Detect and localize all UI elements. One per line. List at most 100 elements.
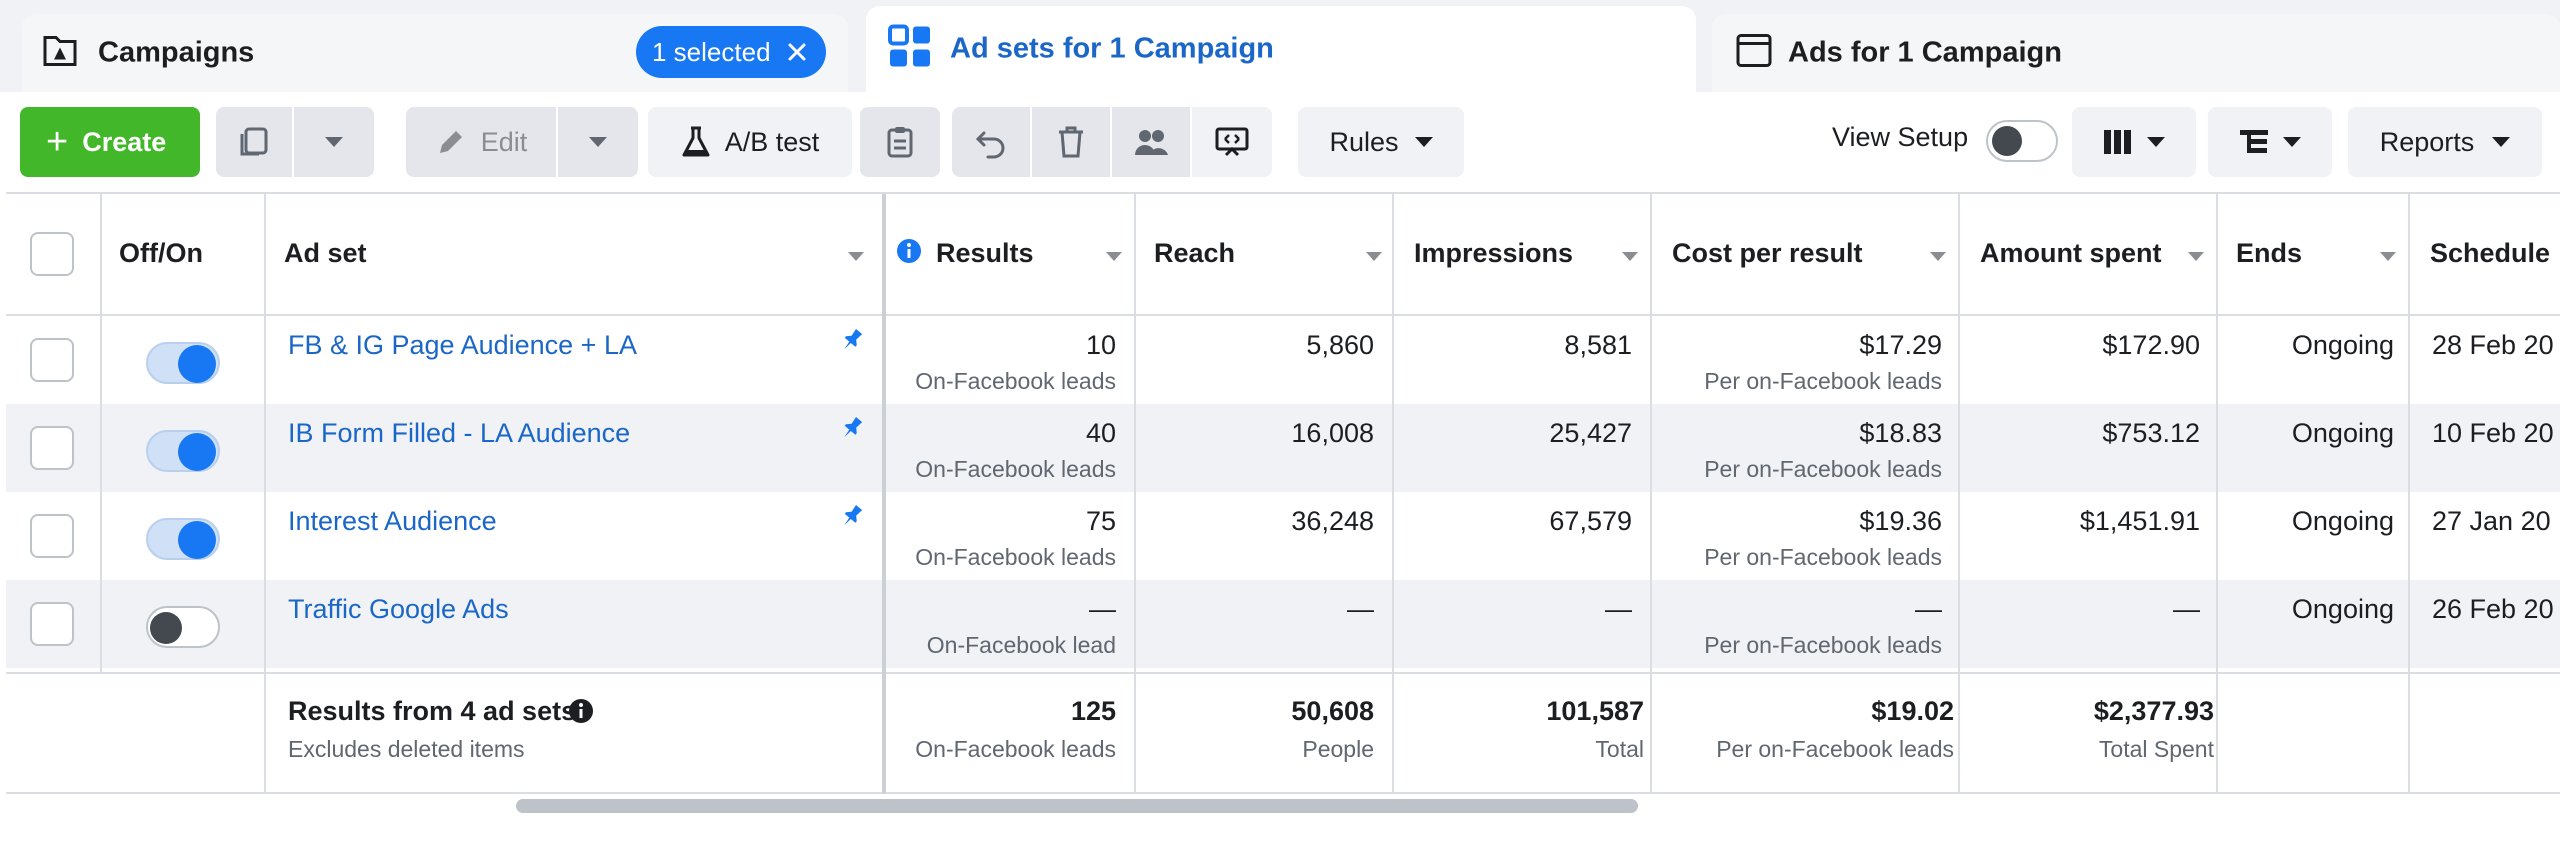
row-checkbox[interactable] xyxy=(30,602,74,646)
summary-impressions-sub: Total xyxy=(1595,736,1644,762)
cost-subtext: Per on-Facebook leads xyxy=(1704,544,1942,570)
adset-toggle[interactable] xyxy=(146,606,220,648)
duplicate-button[interactable] xyxy=(216,107,292,177)
tab-adsets-label: Ad sets for 1 Campaign xyxy=(950,32,1274,65)
schedule-value: 10 Feb 20 xyxy=(2432,418,2554,448)
col-spent-header[interactable]: Amount spent xyxy=(1980,238,2162,268)
adset-toggle[interactable] xyxy=(146,518,220,560)
results-value: — xyxy=(1089,594,1116,624)
clear-selection-icon[interactable] xyxy=(784,39,810,65)
breakdown-button[interactable] xyxy=(2208,107,2332,177)
col-impressions-header[interactable]: Impressions xyxy=(1414,238,1574,268)
undo-button[interactable] xyxy=(952,107,1030,177)
create-button[interactable]: + Create xyxy=(20,107,200,177)
spent-value: $172.90 xyxy=(2102,330,2200,360)
cost-value: $19.36 xyxy=(1859,506,1942,536)
impressions-value: 25,427 xyxy=(1549,418,1632,448)
columns-icon xyxy=(2104,130,2131,154)
pin-icon[interactable] xyxy=(838,502,866,530)
chevron-down-icon xyxy=(2492,137,2511,147)
row-checkbox[interactable] xyxy=(30,514,74,558)
adset-link[interactable]: FB & IG Page Audience + LA xyxy=(288,330,637,360)
selected-count-label: 1 selected xyxy=(652,36,771,67)
col-results-header[interactable]: Results xyxy=(936,238,1034,268)
table-row[interactable]: Interest Audience 75 On-Facebook leads 3… xyxy=(6,492,2560,580)
folder-icon xyxy=(42,34,78,73)
ab-test-button[interactable]: A/B test xyxy=(648,107,852,177)
tab-adsets[interactable]: Ad sets for 1 Campaign xyxy=(866,6,1696,92)
ad-window-icon xyxy=(1736,34,1772,73)
summary-subtitle: Excludes deleted items xyxy=(288,736,525,762)
results-subtext: On-Facebook leads xyxy=(915,544,1116,570)
info-icon[interactable] xyxy=(896,238,922,264)
selected-count-pill[interactable]: 1 selected xyxy=(636,26,826,78)
col-reach-header[interactable]: Reach xyxy=(1154,238,1236,268)
summary-results-sub: On-Facebook leads xyxy=(915,736,1116,762)
sort-icon[interactable] xyxy=(1366,252,1382,261)
cost-subtext: Per on-Facebook leads xyxy=(1704,368,1942,394)
edit-menu-button[interactable] xyxy=(558,107,638,177)
schedule-value: 27 Jan 20 xyxy=(2432,506,2551,536)
impressions-value: 67,579 xyxy=(1549,506,1632,536)
sort-icon[interactable] xyxy=(2380,252,2396,261)
preview-button[interactable] xyxy=(1192,107,1272,177)
sort-icon[interactable] xyxy=(2188,252,2204,261)
ends-value: Ongoing xyxy=(2291,418,2394,448)
duplicate-icon xyxy=(240,127,268,156)
view-setup-label: View Setup xyxy=(1832,122,1969,152)
frozen-column-divider[interactable] xyxy=(882,194,886,794)
pin-icon[interactable] xyxy=(838,326,866,354)
col-ends-header[interactable]: Ends xyxy=(2236,238,2303,268)
sort-icon[interactable] xyxy=(1930,252,1946,261)
select-all-checkbox[interactable] xyxy=(30,232,74,276)
col-adset-header[interactable]: Ad set xyxy=(284,238,367,268)
grid-icon xyxy=(888,24,932,74)
table-header: Off/On Ad set Results Reach Impressions … xyxy=(6,194,2560,316)
impressions-value: — xyxy=(1605,594,1632,624)
summary-title: Results from 4 ad sets xyxy=(288,696,577,726)
sort-icon[interactable] xyxy=(1106,252,1122,261)
pin-icon[interactable] xyxy=(838,414,866,442)
adset-link[interactable]: IB Form Filled - LA Audience xyxy=(288,418,631,448)
delete-button[interactable] xyxy=(1032,107,1110,177)
tab-ads-label: Ads for 1 Campaign xyxy=(1788,36,2062,69)
view-setup-toggle[interactable] xyxy=(1986,120,2058,162)
rules-label: Rules xyxy=(1329,126,1399,157)
reports-button[interactable]: Reports xyxy=(2348,107,2542,177)
duplicate-menu-button[interactable] xyxy=(294,107,374,177)
sort-icon[interactable] xyxy=(848,252,864,261)
adset-toggle[interactable] xyxy=(146,342,220,384)
edit-button[interactable]: Edit xyxy=(406,107,556,177)
adset-link[interactable]: Interest Audience xyxy=(288,506,497,536)
results-value: 40 xyxy=(1085,418,1116,448)
clipboard-button[interactable] xyxy=(860,107,940,177)
tab-ads[interactable]: Ads for 1 Campaign xyxy=(1712,14,2560,92)
horizontal-scrollbar[interactable] xyxy=(516,799,1638,813)
adset-link[interactable]: Traffic Google Ads xyxy=(288,594,509,624)
results-subtext: On-Facebook lead xyxy=(926,632,1116,658)
rules-button[interactable]: Rules xyxy=(1298,107,1464,177)
results-subtext: On-Facebook leads xyxy=(915,456,1116,482)
row-checkbox[interactable] xyxy=(30,338,74,382)
reach-value: 36,248 xyxy=(1291,506,1374,536)
row-checkbox[interactable] xyxy=(30,426,74,470)
sort-icon[interactable] xyxy=(1622,252,1638,261)
adset-toggle[interactable] xyxy=(146,430,220,472)
toggle-knob xyxy=(178,345,216,383)
col-schedule-header[interactable]: Schedule xyxy=(2430,238,2551,268)
audience-button[interactable] xyxy=(1112,107,1190,177)
table-row[interactable]: IB Form Filled - LA Audience 40 On-Faceb… xyxy=(6,404,2560,492)
results-value: 10 xyxy=(1085,330,1116,360)
columns-button[interactable] xyxy=(2072,107,2196,177)
trash-icon xyxy=(1059,126,1083,158)
breakdown-icon xyxy=(2240,130,2268,153)
schedule-value: 26 Feb 20 xyxy=(2432,594,2554,624)
cost-subtext: Per on-Facebook leads xyxy=(1704,632,1942,658)
ends-value: Ongoing xyxy=(2291,506,2394,536)
column-divider xyxy=(1650,194,1652,794)
info-icon[interactable] xyxy=(568,698,594,724)
table-row[interactable]: Traffic Google Ads — On-Facebook lead — … xyxy=(6,580,2560,668)
flask-icon xyxy=(682,126,710,157)
table-row[interactable]: FB & IG Page Audience + LA 10 On-Faceboo… xyxy=(6,316,2560,404)
col-cost-header[interactable]: Cost per result xyxy=(1672,238,1863,268)
